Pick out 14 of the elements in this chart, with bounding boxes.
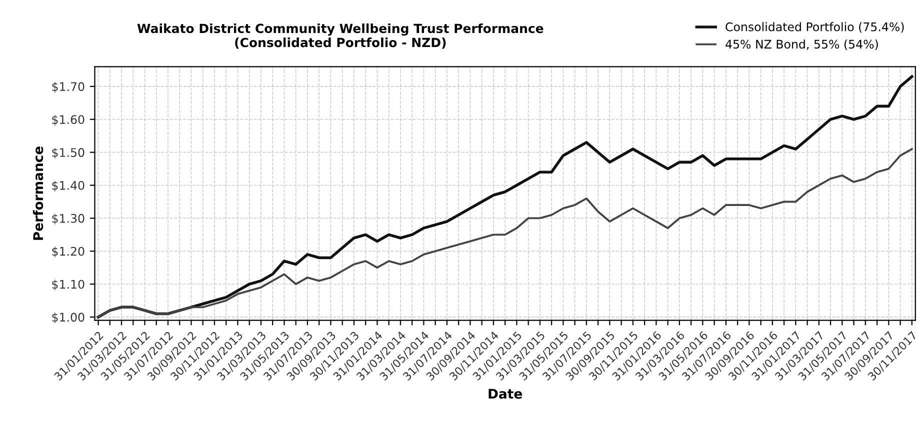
line-series: [97, 148, 913, 318]
y-tick-label: $1.40: [52, 180, 84, 192]
y-axis-title: Performance: [32, 146, 44, 240]
y-tick-label: $1.00: [52, 312, 84, 324]
x-axis-title: Date: [488, 388, 522, 399]
y-tick-label: $1.50: [52, 148, 84, 159]
legend-label: 45% NZ Bond, 55% (54%): [726, 40, 878, 50]
y-tick-label: $1.10: [52, 280, 84, 290]
y-tick-label: $1.60: [52, 114, 84, 126]
chart-title: Waikato District Community Wellbeing Trust Performance (Consolidated Portfolio - NZD): [137, 23, 544, 49]
legend-label: Consolidated Portfolio (75.4%): [726, 22, 904, 33]
y-tick-label: $1.20: [52, 246, 84, 258]
y-tick-label: $1.30: [52, 214, 84, 224]
y-tick-label: $1.70: [52, 82, 84, 93]
